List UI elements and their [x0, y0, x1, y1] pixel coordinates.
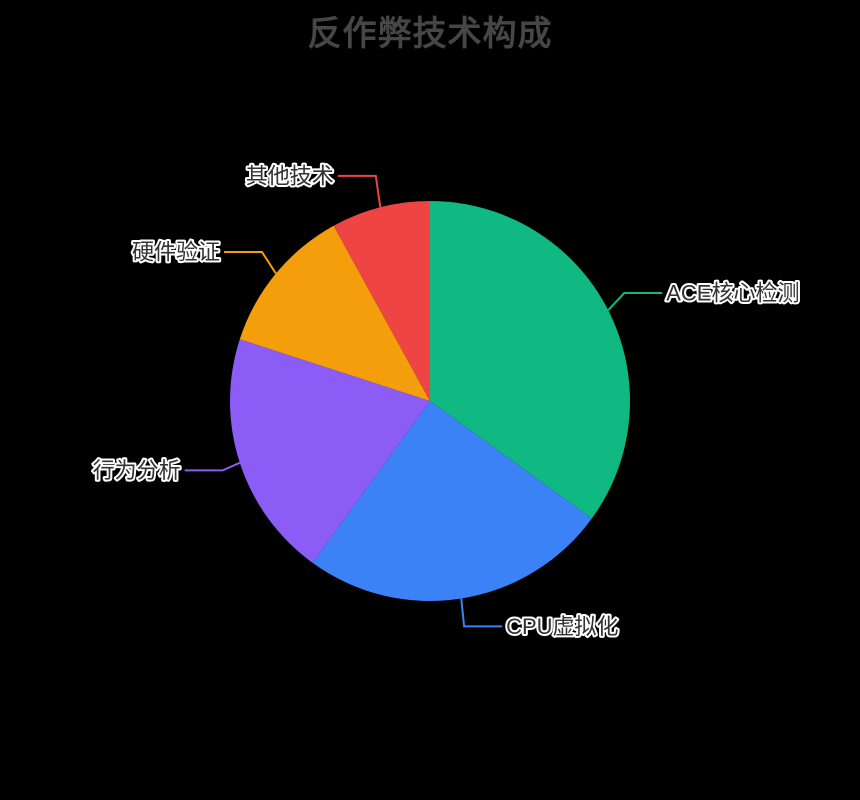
- label-line-3: [224, 251, 277, 275]
- chart-title: 反作弊技术构成: [307, 15, 553, 53]
- pie-slice-1[interactable]: [312, 401, 592, 602]
- label-line-4: [337, 174, 382, 208]
- pie-slice-2[interactable]: [229, 339, 430, 563]
- label-line-2: [184, 461, 241, 472]
- pie-slice-3[interactable]: [239, 225, 430, 401]
- slice-label-2: 行为分析: [93, 458, 181, 483]
- slice-label-3: 硬件验证: [132, 240, 220, 265]
- slice-label-1: CPU虚拟化: [506, 614, 618, 639]
- label-line-1: [460, 598, 503, 628]
- pie-slice-0[interactable]: [430, 201, 630, 519]
- pie-slice-4[interactable]: [333, 201, 430, 401]
- slice-label-4: 其他技术: [246, 163, 334, 188]
- slice-label-0: ACE核心检测: [666, 281, 799, 306]
- label-line-0: [607, 292, 663, 311]
